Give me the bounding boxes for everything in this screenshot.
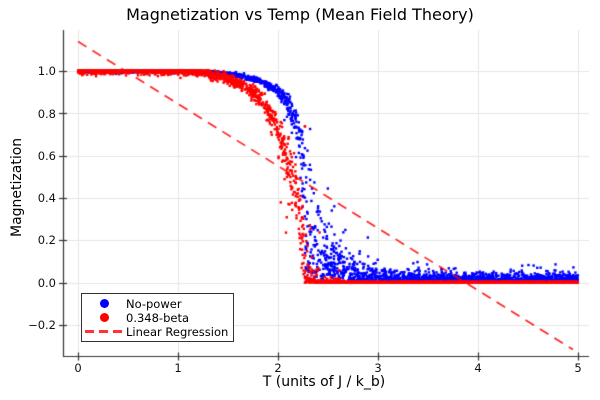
- legend-label: No-power: [126, 296, 182, 311]
- legend-entry: No-power: [82, 297, 233, 311]
- y-tick-label: 0.2: [37, 233, 56, 248]
- legend-marker-dot: [99, 313, 109, 322]
- y-tick-label: 0.8: [37, 106, 56, 121]
- chart-title: Magnetization vs Temp (Mean Field Theory…: [126, 5, 474, 24]
- legend-marker-dot: [99, 299, 109, 308]
- x-axis-label: T (units of J / k_b): [262, 374, 386, 390]
- y-tick-label: −0.2: [28, 318, 56, 332]
- legend-entry: 0.348-beta: [82, 311, 233, 325]
- legend-entry: Linear Regression: [82, 325, 233, 339]
- x-tick-label: 2: [274, 361, 282, 375]
- x-tick-label: 3: [374, 361, 382, 375]
- legend: No-power 0.348-beta Linear Regression: [81, 293, 234, 342]
- y-tick-label: 0.0: [37, 275, 56, 290]
- y-tick-label: 0.4: [37, 191, 56, 206]
- x-tick-label: 0: [74, 361, 82, 375]
- x-tick-label: 5: [574, 361, 582, 375]
- legend-marker-dashed-line: [85, 330, 123, 333]
- legend-label: Linear Regression: [126, 324, 229, 339]
- y-tick-label: 0.6: [37, 148, 56, 163]
- x-tick-label: 1: [174, 361, 182, 375]
- x-tick-label: 4: [474, 361, 482, 375]
- y-tick-label: 1.0: [37, 64, 56, 79]
- legend-label: 0.348-beta: [126, 310, 190, 325]
